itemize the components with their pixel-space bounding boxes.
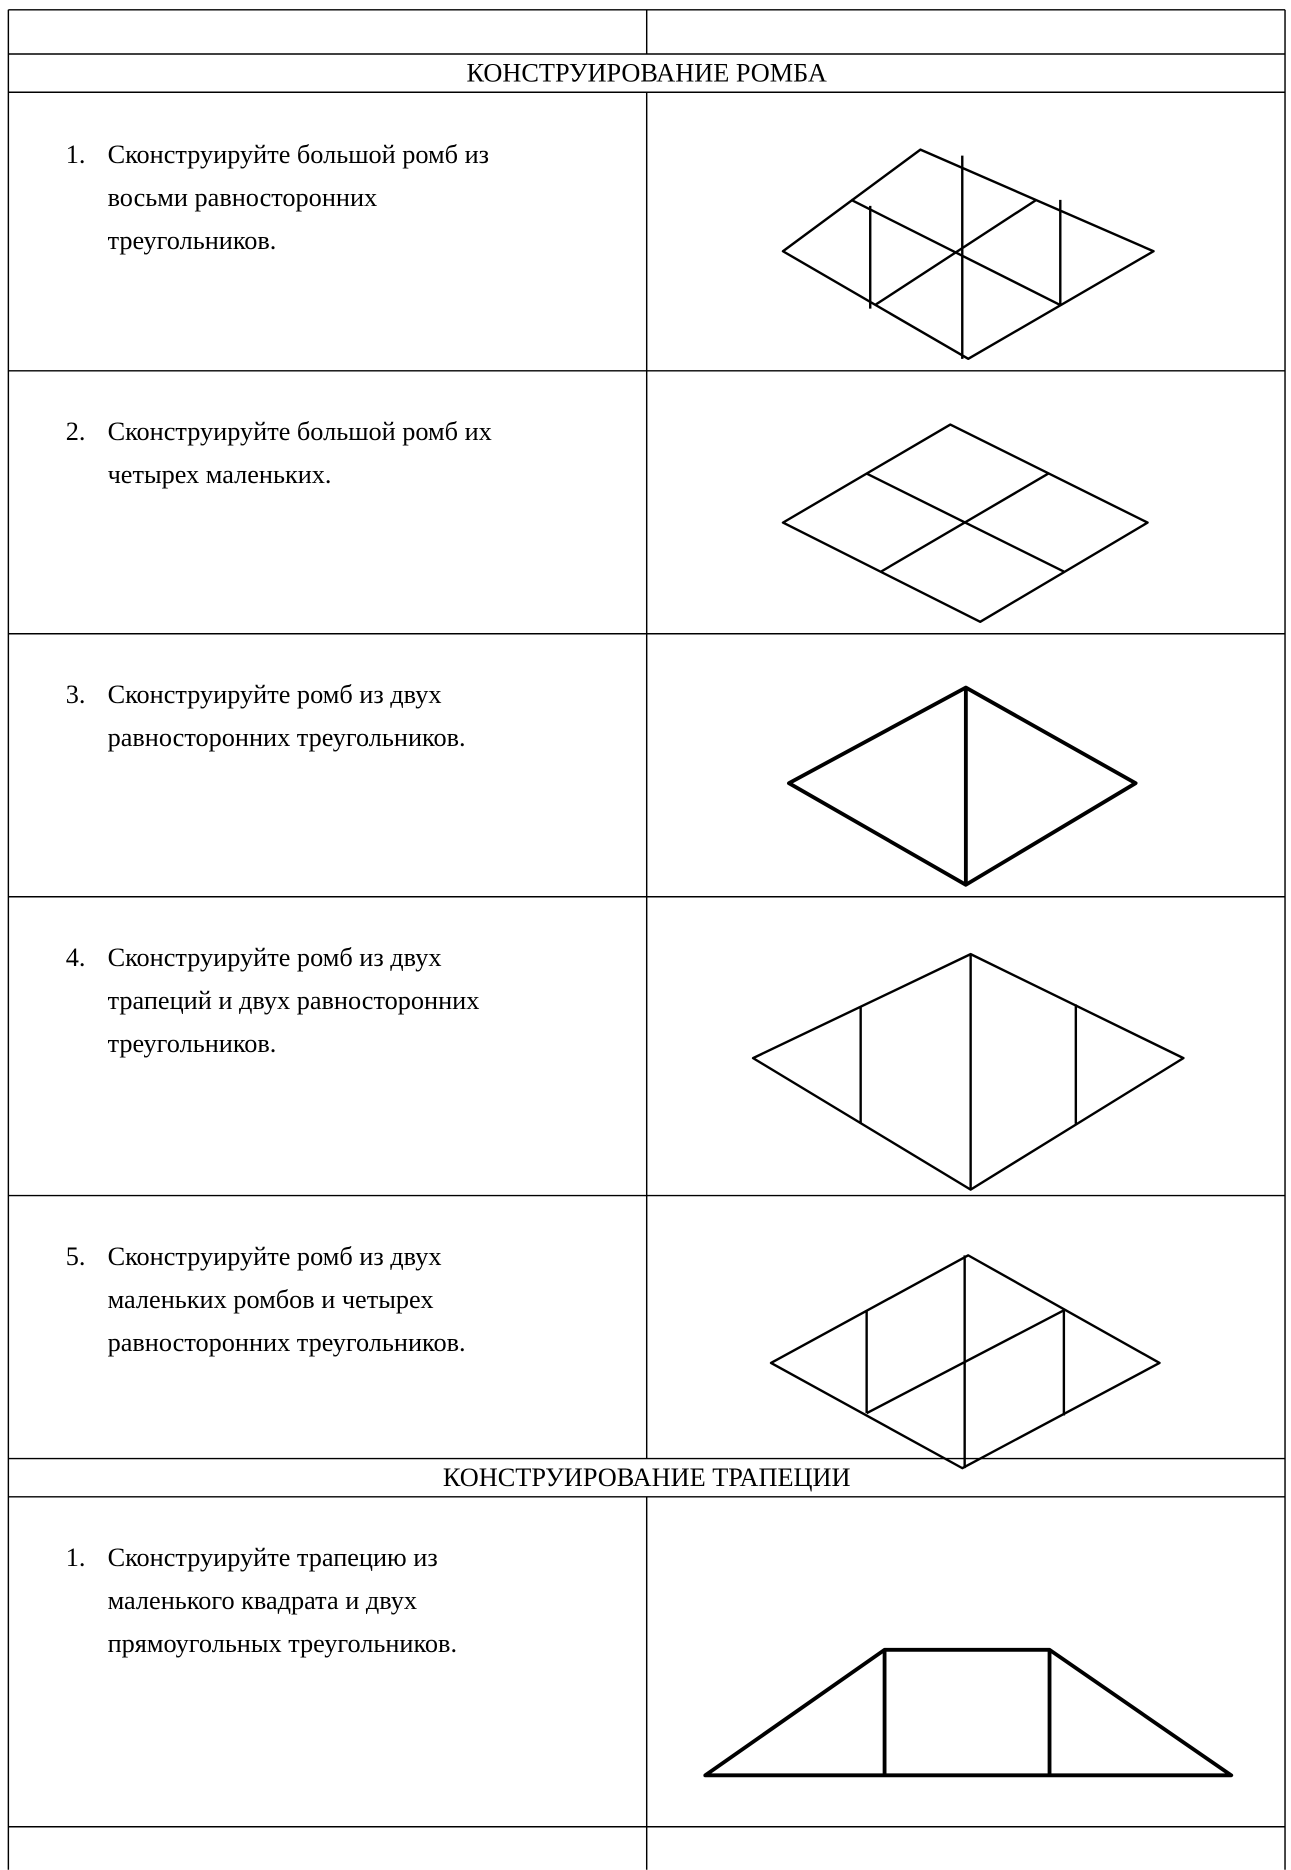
item-number: 1. xyxy=(66,140,86,169)
item-number: 5. xyxy=(66,1242,86,1271)
table-grid xyxy=(7,9,1286,1870)
rhombus-diagram xyxy=(769,1254,1161,1470)
section-title: КОНСТРУИРОВАНИЕ РОМБА xyxy=(467,59,827,88)
rhombus-diagram xyxy=(781,148,1155,361)
item-text: трапеций и двух равносторонних xyxy=(108,986,480,1015)
item-text: равносторонних треугольников. xyxy=(108,723,466,752)
item-text: четырех маленьких. xyxy=(108,460,332,489)
item-text: Сконструируйте большой ромб из xyxy=(108,140,489,169)
item-text: восьми равносторонних xyxy=(108,183,378,212)
item-number: 2. xyxy=(66,417,86,446)
item-text: прямоугольных треугольников. xyxy=(108,1629,457,1658)
trapezoid-diagram xyxy=(703,1647,1234,1778)
item-text: треугольников. xyxy=(108,226,277,255)
rhombus-diagram xyxy=(751,952,1185,1191)
item-number: 4. xyxy=(66,943,86,972)
item-number: 1. xyxy=(66,1543,86,1572)
item-text: Сконструируйте ромб из двух xyxy=(108,943,442,972)
item-text: Сконструируйте ромб из двух xyxy=(108,1242,442,1271)
item-number: 3. xyxy=(66,680,86,709)
item-text: Сконструируйте ромб из двух xyxy=(108,680,442,709)
item-text: равносторонних треугольников. xyxy=(108,1328,466,1357)
section-title: КОНСТРУИРОВАНИЕ ТРАПЕЦИИ xyxy=(443,1463,851,1492)
rhombus-diagram xyxy=(787,685,1138,887)
item-text: треугольников. xyxy=(108,1029,277,1058)
item-text: маленького квадрата и двух xyxy=(108,1586,417,1615)
item-text: маленьких ромбов и четырех xyxy=(108,1285,434,1314)
item-text: Сконструируйте большой ромб их xyxy=(108,417,492,446)
rhombus-diagram xyxy=(781,423,1149,624)
item-text: Сконструируйте трапецию из xyxy=(108,1543,438,1572)
